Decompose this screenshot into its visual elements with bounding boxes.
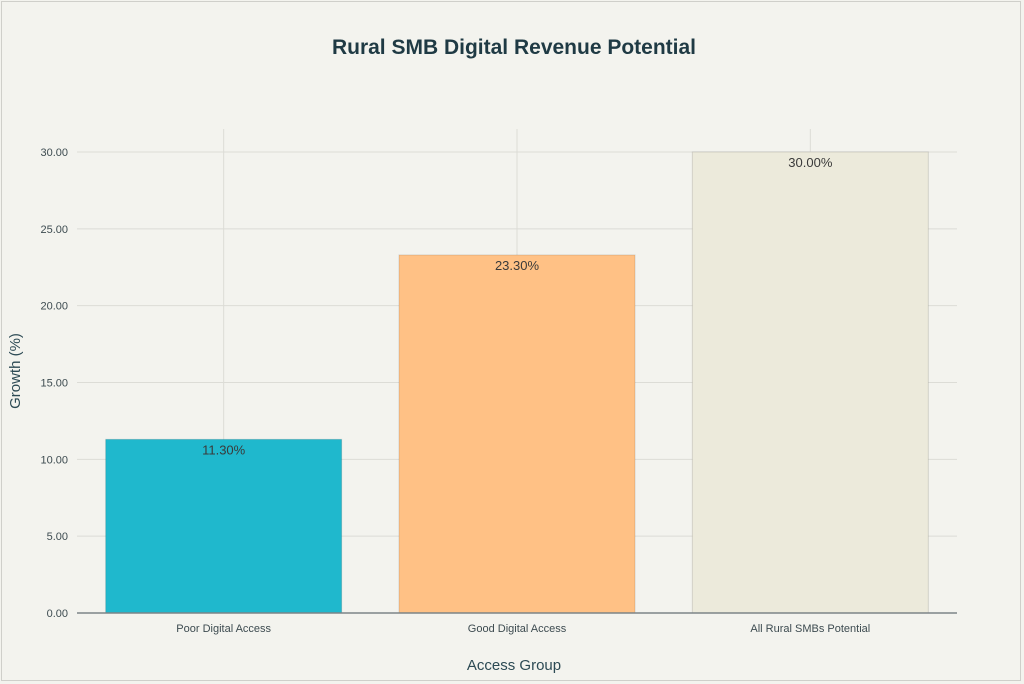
bar xyxy=(398,254,636,614)
y-tick-label: 5.00 xyxy=(47,531,68,543)
x-axis-label: Access Group xyxy=(467,657,561,674)
bar xyxy=(691,151,929,614)
y-ticks: 0.00 5.00 10.00 15.00 20.00 25.00 30.00 xyxy=(40,147,68,620)
x-tick-label: Good Digital Access xyxy=(468,623,567,635)
data-label: 30.00% xyxy=(788,155,833,170)
data-label: 23.30% xyxy=(495,258,540,273)
data-label: 11.30% xyxy=(202,442,246,457)
y-tick-label: 15.00 xyxy=(40,378,68,390)
y-tick-label: 20.00 xyxy=(40,301,68,313)
chart-title: Rural SMB Digital Revenue Potential xyxy=(332,36,696,59)
y-tick-label: 25.00 xyxy=(40,224,68,236)
x-tick-label: All Rural SMBs Potential xyxy=(750,623,870,635)
bar xyxy=(105,438,343,614)
bars: 11.30% 23.30% 30.00% xyxy=(105,151,929,614)
x-tick-label: Poor Digital Access xyxy=(176,623,271,635)
y-tick-label: 10.00 xyxy=(40,454,68,466)
y-tick-label: 0.00 xyxy=(47,608,68,620)
y-tick-label: 30.00 xyxy=(40,147,68,159)
x-ticks: Poor Digital Access Good Digital Access Al… xyxy=(176,623,870,635)
y-axis-label: Growth (%) xyxy=(7,333,24,409)
